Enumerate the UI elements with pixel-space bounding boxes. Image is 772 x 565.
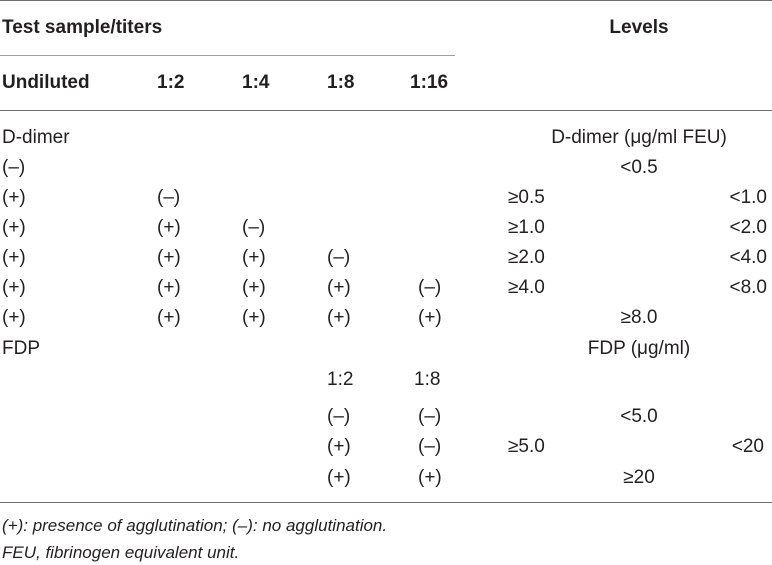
table-cell: (+) bbox=[327, 436, 351, 457]
level-from-cell: ≥4.0 bbox=[508, 277, 545, 298]
group-underline-rule bbox=[0, 55, 455, 56]
table-cell: (+) bbox=[2, 187, 26, 208]
table-cell: (+) bbox=[418, 307, 442, 328]
column-header: 1:2 bbox=[157, 72, 185, 93]
table-cell: (+) bbox=[157, 247, 181, 268]
table-cell: (+) bbox=[327, 467, 351, 488]
level-cell: ≥8.0 bbox=[620, 307, 658, 328]
table-cell: (+) bbox=[2, 247, 26, 268]
table-cell: (+) bbox=[242, 277, 266, 298]
level-to-cell: <20 bbox=[731, 436, 764, 457]
table-cell: (–) bbox=[157, 187, 181, 208]
table-bottom-rule bbox=[0, 502, 772, 503]
fdp-sub-column: 1:2 bbox=[327, 369, 354, 390]
table-cell: (+) bbox=[242, 307, 266, 328]
level-cell: <0.5 bbox=[620, 157, 658, 178]
table-cell: (+) bbox=[157, 277, 181, 298]
table-cell: (+) bbox=[242, 247, 266, 268]
table-cell: (+) bbox=[2, 307, 26, 328]
table-cell: (+) bbox=[327, 307, 351, 328]
table-cell: (–) bbox=[2, 157, 26, 178]
table-cell: (–) bbox=[327, 247, 351, 268]
table-cell: (+) bbox=[2, 277, 26, 298]
level-from-cell: ≥2.0 bbox=[508, 247, 545, 268]
table-cell: (+) bbox=[157, 307, 181, 328]
section-label-fdp: FDP bbox=[2, 338, 40, 359]
footnote: FEU, fibrinogen equivalent unit. bbox=[2, 543, 240, 562]
level-to-cell: <1.0 bbox=[729, 187, 767, 208]
table-cell: (–) bbox=[418, 406, 442, 427]
levels-label-ddimer: D-dimer (μg/ml FEU) bbox=[551, 127, 727, 148]
level-to-cell: <8.0 bbox=[729, 277, 767, 298]
header-bottom-rule bbox=[0, 110, 772, 111]
table-top-rule bbox=[0, 0, 772, 1]
column-header: 1:4 bbox=[242, 72, 270, 93]
column-header: Undiluted bbox=[2, 72, 90, 93]
fdp-sub-column: 1:8 bbox=[414, 369, 441, 390]
table-cell: (–) bbox=[418, 277, 442, 298]
levels-label-fdp: FDP (μg/ml) bbox=[587, 338, 691, 359]
table-cell: (–) bbox=[418, 436, 442, 457]
table-cell: (+) bbox=[418, 467, 442, 488]
column-header: 1:16 bbox=[410, 72, 449, 93]
table-cell: (+) bbox=[327, 277, 351, 298]
level-from-cell: ≥0.5 bbox=[508, 187, 545, 208]
footnote: (+): presence of agglutination; (–): no … bbox=[2, 516, 388, 535]
table-cell: (–) bbox=[242, 217, 266, 238]
table-cell: (+) bbox=[157, 217, 181, 238]
table-cell: (+) bbox=[2, 217, 26, 238]
table-cell: (–) bbox=[327, 406, 351, 427]
level-cell: <5.0 bbox=[620, 406, 658, 427]
level-cell: ≥20 bbox=[623, 467, 655, 488]
column-header: 1:8 bbox=[327, 72, 355, 93]
level-to-cell: <2.0 bbox=[729, 217, 767, 238]
level-to-cell: <4.0 bbox=[729, 247, 767, 268]
section-label-ddimer: D-dimer bbox=[2, 127, 70, 148]
level-from-cell: ≥1.0 bbox=[508, 217, 545, 238]
level-from-cell: ≥5.0 bbox=[508, 436, 545, 457]
group-header: Test sample/titers bbox=[2, 17, 163, 38]
levels-header: Levels bbox=[609, 17, 669, 38]
